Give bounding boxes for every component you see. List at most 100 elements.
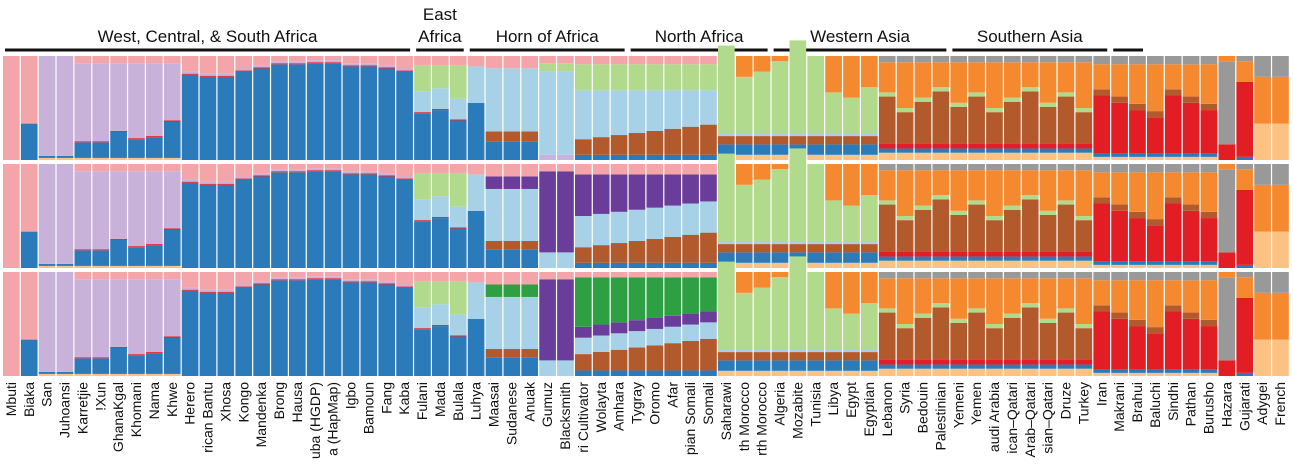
bar-segment-orange [896, 278, 914, 324]
bar-segment-blue [628, 154, 646, 160]
population-label: Arab–Qatari [1022, 382, 1038, 457]
bar-segment-gray [1075, 164, 1093, 171]
bar-segment-peach [128, 373, 145, 376]
bar-segment-orange [950, 62, 968, 103]
bar-segment-red [1093, 203, 1111, 262]
bar-segment-lightblue [825, 350, 842, 353]
bar-segment-lightgreen [735, 76, 753, 134]
bar-segment-peach [1147, 264, 1164, 268]
bar-segment-gray [1039, 272, 1057, 279]
bar-segment-lightblue [539, 71, 556, 155]
bar-segment-lightblue [575, 216, 592, 248]
bar-segment-lavender [163, 279, 181, 337]
bar-segment-blue [110, 239, 127, 266]
bar-segment-peach [789, 370, 807, 376]
bar-segment-red [342, 281, 360, 283]
bar-segment-brown [1182, 312, 1200, 319]
bar-segment-orange [861, 164, 878, 196]
bar-segment-red [1093, 95, 1111, 154]
bar-segment-blue [1200, 369, 1218, 373]
bar-segment-peach [1129, 156, 1146, 160]
bar-segment-red [1236, 298, 1254, 373]
population-label: Druze [1058, 382, 1074, 420]
bar-segment-blue [360, 66, 378, 160]
bar-segment-orange [771, 272, 789, 278]
bar-segment-lightblue [843, 350, 860, 353]
bar-segment-pink [306, 56, 324, 61]
bar-segment-orange [1147, 280, 1164, 328]
bar-segment-peach [110, 157, 127, 160]
bar-segment-lavender [235, 176, 253, 179]
bar-segment-brown [896, 328, 914, 360]
bar-segment-red [968, 143, 985, 149]
bar-segment-gray [986, 272, 1003, 279]
bar-segment-lightblue [575, 90, 592, 140]
bar-segment-pink [467, 164, 485, 175]
bar-segment-blue [503, 249, 521, 268]
bar-segment-brown [503, 240, 521, 250]
bar-segment-green [575, 277, 592, 327]
bar-segment-blue [914, 256, 932, 261]
bar-segment-brown [485, 131, 503, 142]
bar-segment-green [610, 277, 628, 323]
bar-segment-pink [414, 56, 431, 66]
bar-segment-lightgreen [825, 92, 842, 134]
bar-segment-brown [1147, 327, 1164, 334]
bar-segment-blue [467, 210, 485, 268]
bar-segment-orange [950, 278, 968, 319]
bar-segment-lightgreen [1021, 87, 1039, 92]
bar-segment-red [181, 181, 199, 183]
bar-segment-brown [1039, 214, 1057, 252]
bar-segment-gray [950, 272, 968, 279]
bar-segment-lavender [289, 169, 306, 172]
bar-segment-lightgreen [1075, 108, 1093, 113]
bar-segment-lightgreen [932, 87, 950, 92]
bar-segment-brown [1021, 199, 1039, 252]
bar-segment-orange [753, 56, 771, 72]
bar-segment-lavender [289, 61, 306, 64]
bar-segment-red [878, 359, 896, 365]
bar-segment-lightblue [503, 80, 521, 132]
bar-segment-lightgreen [449, 173, 467, 207]
bar-segment-brown [1057, 96, 1075, 144]
bar-segment-orange [986, 278, 1003, 324]
bar-segment-gray [878, 164, 896, 171]
bar-segment-brown [1111, 312, 1128, 319]
bar-segment-pink [646, 56, 664, 65]
bar-segment-purple [610, 174, 628, 212]
bar-segment-brown [664, 128, 682, 155]
bar-segment-pink [3, 272, 20, 376]
bar-segment-lavender [199, 181, 217, 184]
bar-segment-lightblue [414, 307, 431, 329]
bar-segment-orange [1200, 280, 1218, 320]
population-label: Yemen [968, 382, 984, 425]
bar-segment-lightgreen [1075, 216, 1093, 221]
bar-segment-brown [753, 136, 771, 145]
bar-segment-red [1057, 251, 1075, 257]
bar-segment-gray [1039, 56, 1057, 63]
bar-segment-gray [1164, 164, 1182, 173]
bar-segment-orange [1111, 280, 1128, 313]
bar-segment-lightblue [610, 211, 628, 244]
bar-segment-blue [432, 110, 449, 160]
bar-segment-gray [1218, 169, 1236, 253]
bar-segment-brown [718, 244, 735, 253]
bar-segment-red [1021, 251, 1039, 257]
bar-segment-blue [485, 357, 503, 376]
bar-segment-brown [521, 240, 539, 250]
bar-segment-peach [950, 260, 968, 268]
population-label: sian–Qatari [1040, 382, 1056, 454]
bar-segment-lavender [199, 73, 217, 76]
bar-segment-brown [1021, 307, 1039, 360]
bar-segment-brown [1147, 111, 1164, 118]
bar-segment-lightgreen [896, 216, 914, 221]
bar-segment-brown [592, 351, 610, 371]
bar-segment-lightgreen [432, 281, 449, 305]
bar-segment-lavender [253, 173, 270, 176]
bar-segment-gray [1200, 56, 1218, 65]
bar-segment-blue [914, 364, 932, 369]
bar-segment-red [432, 325, 449, 327]
bar-segment-lightgreen [914, 313, 932, 318]
bar-segment-lightgreen [432, 173, 449, 197]
bar-segment-gray [950, 164, 968, 171]
